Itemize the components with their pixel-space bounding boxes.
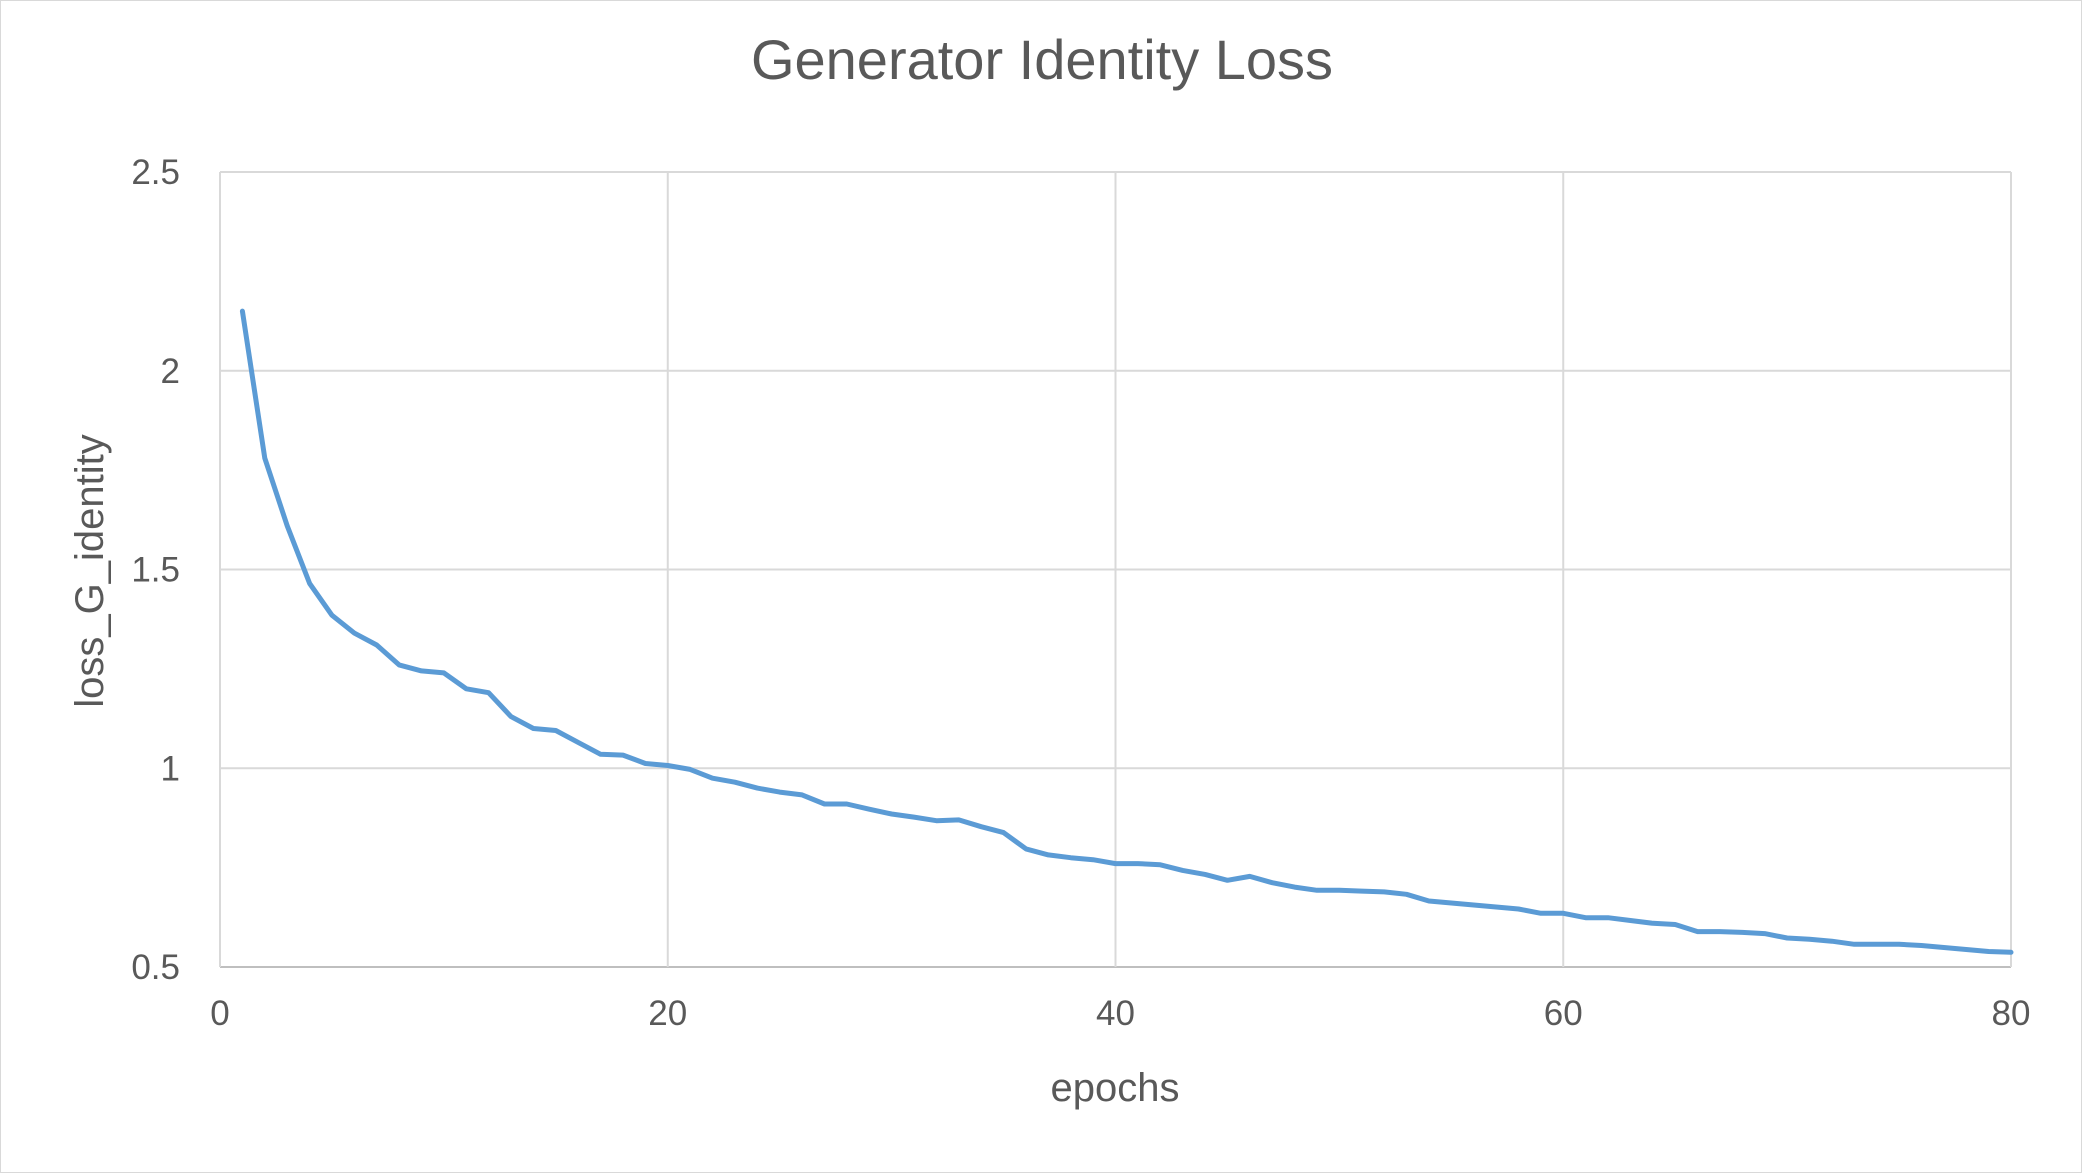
y-tick-label: 1 [161, 749, 180, 788]
x-tick-label: 0 [210, 994, 229, 1033]
x-tick-label: 80 [1992, 994, 2031, 1033]
tick-labels: 0.5 1 1.5 2 2.5 0 20 40 60 80 [131, 153, 2030, 1033]
series-layer [239, 308, 2014, 955]
chart-title: Generator Identity Loss [751, 28, 1333, 91]
y-tick-label: 2.5 [131, 153, 180, 192]
x-tick-label: 60 [1544, 994, 1583, 1033]
x-axis-title: epochs [1051, 1066, 1180, 1110]
series-line [239, 308, 2014, 955]
y-tick-label: 1.5 [131, 551, 180, 590]
y-tick-label: 2 [161, 352, 180, 391]
gridlines [219, 171, 2012, 968]
x-tick-label: 40 [1096, 994, 1135, 1033]
x-tick-label: 20 [648, 994, 687, 1033]
y-tick-label: 0.5 [131, 948, 180, 987]
y-axis-title: loss_G_identity [68, 434, 112, 707]
